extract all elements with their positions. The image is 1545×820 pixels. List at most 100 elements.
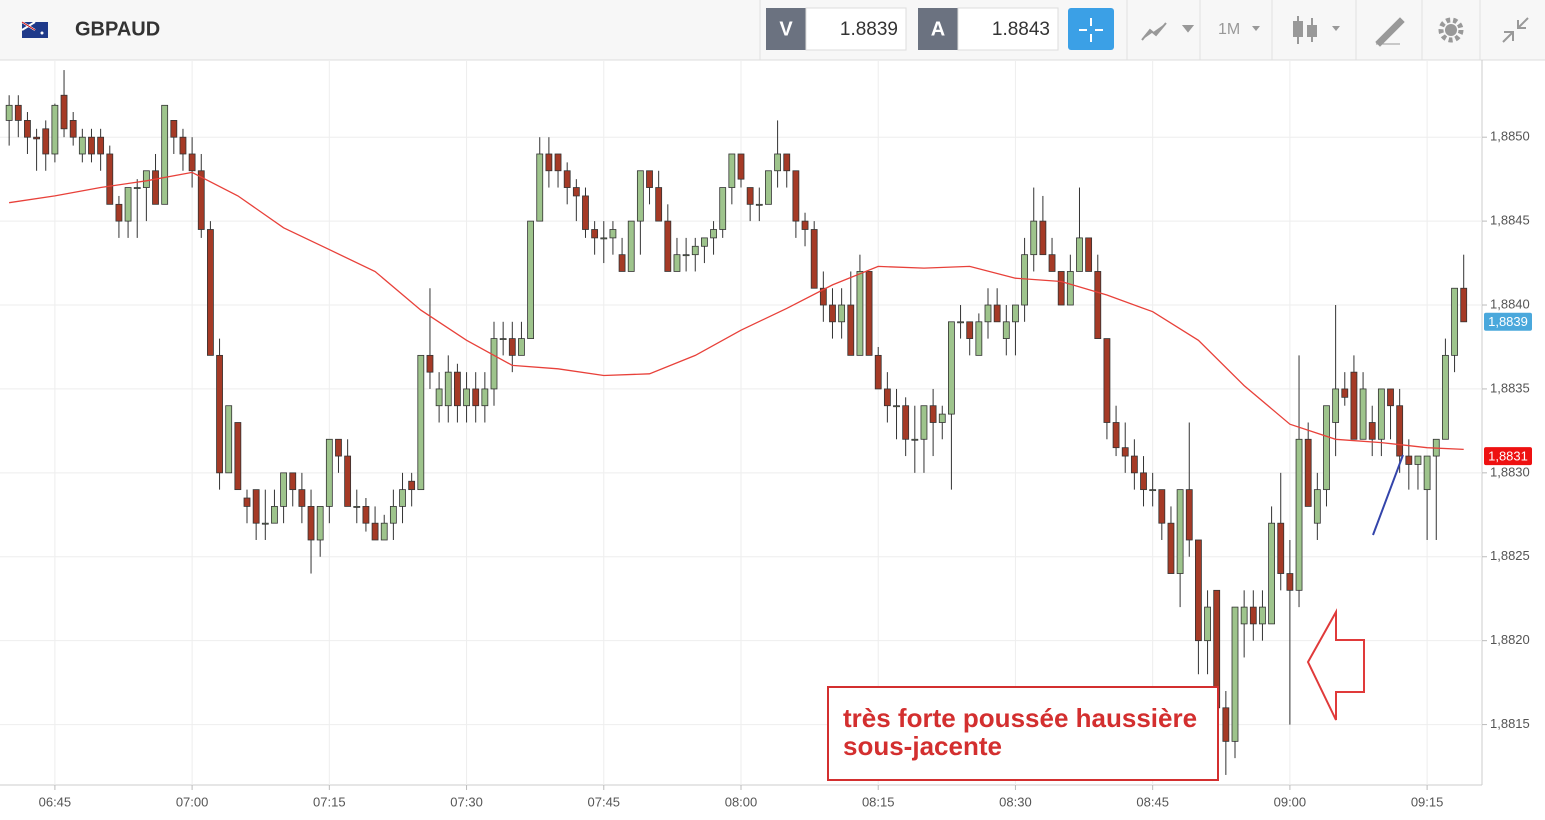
candle-body xyxy=(1313,489,1321,524)
candle-body xyxy=(289,472,297,491)
y-tick-label: 1,8835 xyxy=(1490,380,1530,395)
candle-body xyxy=(14,104,22,121)
candle-body xyxy=(362,506,370,524)
ask-button[interactable] xyxy=(918,8,958,50)
candle-body xyxy=(518,338,525,356)
candle-body xyxy=(69,120,77,138)
y-tick-label: 1,8815 xyxy=(1490,716,1530,731)
grid: 1,88151,88201,88251,88301,88351,88401,88… xyxy=(0,60,1530,809)
candle-body xyxy=(701,237,708,247)
candle-body xyxy=(389,506,397,524)
candle-body xyxy=(417,354,425,491)
bid-label: V xyxy=(779,18,793,40)
arrow xyxy=(1306,608,1365,721)
candle-body xyxy=(719,187,727,230)
candle-body xyxy=(33,136,40,140)
price-label: 1,8839 xyxy=(1488,314,1528,329)
candle-body xyxy=(280,472,287,507)
candle-body xyxy=(124,187,132,222)
candle-body xyxy=(627,220,635,272)
annotation: très forte poussée haussière xyxy=(843,703,1197,733)
settings-button[interactable] xyxy=(1438,17,1464,43)
draw-button[interactable] xyxy=(1375,17,1405,47)
candle-body xyxy=(271,506,278,524)
candle-body xyxy=(1323,405,1330,491)
candle-body xyxy=(60,94,68,130)
candle-body xyxy=(865,271,873,356)
candle-body xyxy=(728,153,736,188)
x-tick-label: 06:45 xyxy=(39,794,72,809)
candle-body xyxy=(1140,472,1147,491)
candle-body xyxy=(1460,287,1468,323)
candle-body xyxy=(792,170,800,222)
collapse-button[interactable] xyxy=(1502,17,1529,43)
y-tick-label: 1,8830 xyxy=(1490,464,1530,479)
y-tick-label: 1,8825 xyxy=(1490,548,1530,563)
moving-average xyxy=(9,171,1464,451)
candle-body xyxy=(893,405,900,408)
candle-body xyxy=(984,304,992,323)
x-tick-label: 07:00 xyxy=(176,794,209,809)
candle-body xyxy=(353,506,361,508)
candles-button[interactable] xyxy=(1293,16,1340,44)
candle-body xyxy=(966,321,974,339)
x-tick-label: 08:45 xyxy=(1136,794,1169,809)
candle-body xyxy=(774,153,781,172)
candle-body xyxy=(1295,438,1303,591)
candle-body xyxy=(1268,522,1275,625)
candle-body xyxy=(975,321,983,356)
candle-body xyxy=(499,338,507,340)
candle-body xyxy=(426,354,434,373)
settings-hub xyxy=(1445,24,1457,36)
candle-body xyxy=(1103,338,1111,423)
candle-body xyxy=(1423,455,1431,491)
bid-button[interactable] xyxy=(766,8,806,50)
candle-body xyxy=(664,220,672,272)
candle-body xyxy=(600,237,608,240)
candle-body xyxy=(88,136,95,155)
candle-body xyxy=(142,170,150,188)
x-tick-label: 08:30 xyxy=(999,794,1032,809)
candle-body xyxy=(1130,455,1138,474)
chart-type-button[interactable] xyxy=(1141,22,1195,41)
candle-body xyxy=(563,170,571,188)
candle-body xyxy=(783,153,791,172)
x-tick-label: 09:00 xyxy=(1274,794,1307,809)
candle-body xyxy=(737,153,745,180)
flag xyxy=(21,21,48,38)
timeframe-caret xyxy=(1252,26,1260,31)
candle-body xyxy=(938,413,946,423)
candle-body xyxy=(1112,422,1120,449)
candle-body xyxy=(1057,271,1065,306)
candle-body xyxy=(261,522,269,525)
candle-body xyxy=(527,220,534,339)
candle-body xyxy=(42,128,50,155)
separators xyxy=(759,0,1481,60)
candle-body xyxy=(481,388,489,407)
candle-body xyxy=(691,245,699,256)
candle-body xyxy=(1149,489,1157,492)
candle-body xyxy=(1286,573,1294,591)
ask-label: A xyxy=(931,18,945,40)
candle-body xyxy=(490,338,498,390)
candle-body xyxy=(408,480,416,491)
candle-body xyxy=(572,187,580,197)
timeframe[interactable]: 1M xyxy=(1218,21,1240,38)
crosshair-button[interactable] xyxy=(1068,8,1114,50)
candle-body xyxy=(133,187,141,189)
candle-body xyxy=(920,405,928,440)
candle-body xyxy=(1387,388,1394,407)
candle-body xyxy=(746,187,754,205)
candle-body xyxy=(97,136,105,155)
candle-body xyxy=(243,497,251,507)
candle-body xyxy=(234,422,242,491)
candle-body xyxy=(152,170,159,205)
candle-body xyxy=(463,388,470,407)
annotation: sous-jacente xyxy=(843,731,1002,761)
candle-body xyxy=(1076,237,1083,272)
candle-body xyxy=(618,254,626,272)
x-tick-label: 08:00 xyxy=(725,794,758,809)
candle-body xyxy=(1259,606,1266,625)
candle-body xyxy=(1240,606,1248,625)
